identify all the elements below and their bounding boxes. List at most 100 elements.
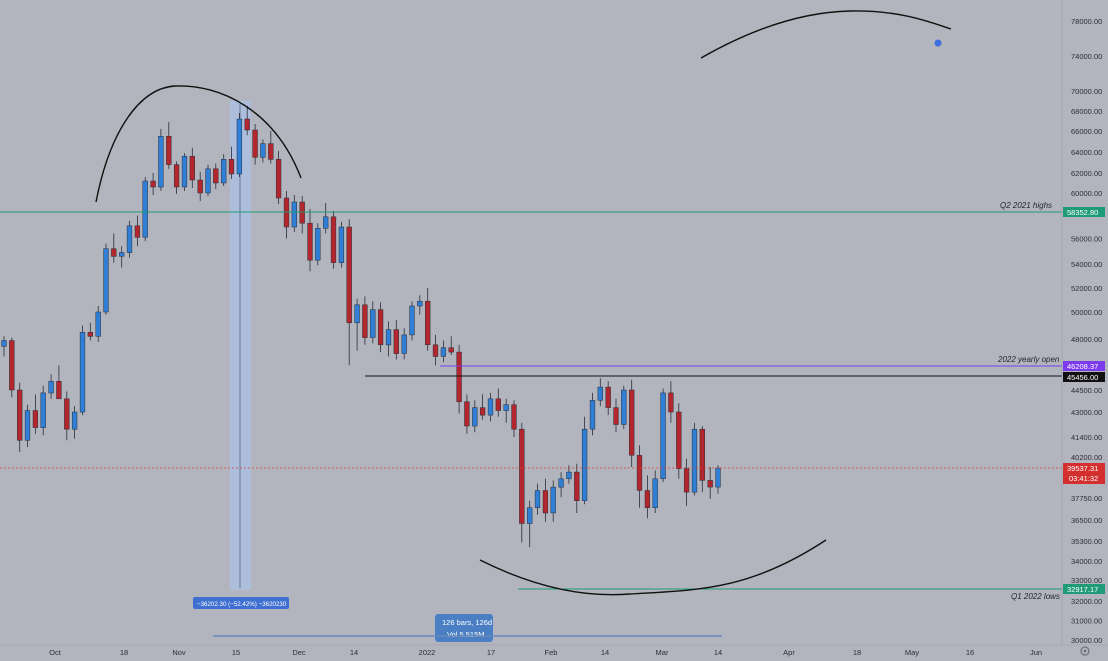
- measure-box[interactable]: [230, 101, 251, 590]
- candle: [173, 161, 180, 194]
- candle: [166, 122, 172, 169]
- candle: [432, 334, 439, 366]
- time-tick-label: Nov: [172, 648, 186, 657]
- price-tick-label: 62000.00: [1071, 169, 1102, 178]
- yearly-open-label: 2022 yearly open: [997, 355, 1060, 364]
- price-tick-label: 43000.00: [1071, 408, 1102, 417]
- candle: [629, 379, 635, 467]
- candle: [150, 173, 156, 195]
- measure-label: −36202.30 (−52.42%) −3620230: [193, 597, 289, 609]
- candle: [260, 139, 266, 163]
- candle: [87, 322, 93, 341]
- candle: [440, 340, 447, 363]
- candle: [24, 404, 31, 447]
- time-tick-label: 14: [350, 648, 358, 657]
- candle: [511, 400, 517, 437]
- candle: [472, 400, 478, 433]
- svg-text:45456.00: 45456.00: [1067, 373, 1098, 382]
- q1-lows-price-tag: 32917.17: [1063, 584, 1105, 594]
- time-tick-label: Jun: [1030, 648, 1042, 657]
- candle: [291, 195, 297, 233]
- price-tick-label: 37750.00: [1071, 494, 1102, 503]
- time-tick-label: 18: [853, 648, 861, 657]
- candle: [228, 146, 235, 179]
- price-tick-label: 33000.00: [1071, 576, 1102, 585]
- top-arc-drawing[interactable]: [95, 85, 302, 203]
- price-axis[interactable]: 78000.00 74000.00 70000.00 68000.00 66000.00…: [1071, 17, 1102, 645]
- time-tick-label: 17: [487, 648, 495, 657]
- price-tick-label: 64000.00: [1071, 148, 1102, 157]
- candle: [307, 209, 313, 272]
- candle: [393, 320, 399, 360]
- candle: [64, 391, 70, 441]
- candle: [268, 131, 274, 164]
- svg-text:39537.31: 39537.31: [1067, 464, 1098, 473]
- current-price-tag: 39537.31 03:41:32: [1063, 463, 1105, 484]
- candle: [48, 374, 54, 399]
- candle: [534, 483, 541, 515]
- time-axis[interactable]: Oct 18 Nov 15 Dec 14 2022 17 Feb 14 Mar 14 Apr 18 May 1…: [49, 648, 1042, 657]
- svg-text:58352.80: 58352.80: [1067, 208, 1098, 217]
- candle: [597, 378, 603, 407]
- q2-highs-label: Q2 2021 highs: [1000, 201, 1052, 210]
- candle: [213, 163, 219, 189]
- q2-highs-price-tag: 58352.80: [1063, 207, 1105, 217]
- price-tick-label: 70000.00: [1071, 87, 1102, 96]
- info-dot-icon[interactable]: [934, 39, 942, 47]
- price-tick-label: 41400.00: [1071, 433, 1102, 442]
- candle: [236, 113, 243, 177]
- price-tick-label: 36500.00: [1071, 516, 1102, 525]
- time-tick-label: May: [905, 648, 919, 657]
- svg-text:126 bars, 126d: 126 bars, 126d: [442, 618, 492, 627]
- price-tick-label: 34000.00: [1071, 557, 1102, 566]
- price-tick-label: 54000.00: [1071, 260, 1102, 269]
- candle: [566, 465, 572, 484]
- candle: [17, 382, 23, 452]
- candle: [181, 153, 188, 191]
- candle: [621, 385, 627, 430]
- candle: [417, 295, 423, 315]
- time-tick-label: 16: [966, 648, 974, 657]
- candle: [119, 246, 125, 268]
- time-tick-label: 15: [232, 648, 240, 657]
- candle: [197, 171, 203, 201]
- candle: [644, 475, 651, 519]
- candle: [495, 388, 501, 417]
- price-tick-label: 60000.00: [1071, 189, 1102, 198]
- price-tick-label: 68000.00: [1071, 107, 1102, 116]
- price-tick-label: 40200.00: [1071, 453, 1102, 462]
- candle: [558, 472, 564, 498]
- svg-text:−36202.30 (−52.42%) −3620230: −36202.30 (−52.42%) −3620230: [197, 601, 287, 608]
- candle: [464, 394, 470, 434]
- candle: [589, 392, 596, 436]
- candle: [244, 106, 250, 136]
- bottom-arc-drawing[interactable]: [479, 539, 827, 596]
- price-tick-label: 50000.00: [1071, 308, 1102, 317]
- date-range-tooltip: 126 bars, 126d Vol 5.515M: [435, 614, 493, 642]
- time-tick-label: Apr: [783, 648, 795, 657]
- candle: [252, 124, 258, 165]
- candle: [668, 381, 674, 423]
- candle: [134, 215, 141, 247]
- candle: [40, 385, 46, 436]
- price-tick-label: 66000.00: [1071, 127, 1102, 136]
- candle: [158, 129, 164, 191]
- candle: [385, 321, 392, 357]
- settings-gear-icon[interactable]: [1080, 646, 1090, 656]
- candle: [111, 233, 117, 263]
- candle: [1, 336, 7, 357]
- price-tick-label: 30000.00: [1071, 636, 1102, 645]
- candle: [448, 336, 454, 355]
- candle: [683, 458, 690, 506]
- candle: [32, 394, 39, 434]
- price-tick-label: 31000.00: [1071, 617, 1102, 626]
- q1-lows-label: Q1 2022 lows: [1011, 592, 1060, 601]
- upper-right-arc-drawing[interactable]: [700, 10, 952, 59]
- candle: [362, 296, 368, 345]
- candle: [613, 398, 619, 433]
- candle: [354, 298, 360, 351]
- candle: [142, 177, 148, 242]
- candle: [103, 243, 109, 315]
